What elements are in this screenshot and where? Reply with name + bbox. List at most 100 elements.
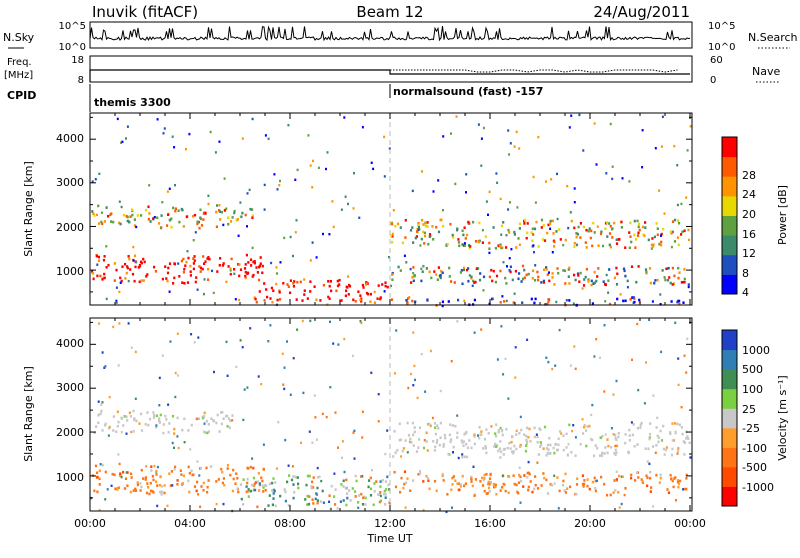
power-cell <box>469 245 472 248</box>
velocity-cell <box>316 499 319 502</box>
power-cell <box>615 238 618 241</box>
velocity-cell <box>478 436 481 440</box>
power-cell <box>568 282 571 285</box>
velocity-cell <box>449 423 452 426</box>
velocity-cell <box>207 479 210 482</box>
power-cell <box>505 246 508 249</box>
velocity-cell <box>311 441 314 444</box>
velocity-cell <box>652 505 655 508</box>
velocity-cell <box>258 483 261 487</box>
velocity-cell <box>193 341 196 344</box>
power-cell <box>478 278 482 282</box>
velocity-cell <box>527 460 530 464</box>
power-cell <box>549 222 552 225</box>
power-cell <box>659 303 662 306</box>
velocity-cell <box>606 451 609 455</box>
power-cell <box>421 218 424 222</box>
velocity-cell <box>308 474 311 478</box>
power-cell <box>131 272 135 276</box>
velocity-cell <box>654 451 657 454</box>
velocity-cell <box>686 337 689 341</box>
power-cell <box>159 226 163 230</box>
power-cell <box>353 172 355 175</box>
power-cell <box>423 231 426 235</box>
velocity-cell <box>687 437 690 440</box>
power-cell <box>508 153 511 156</box>
velocity-cell <box>648 318 651 321</box>
velocity-cell <box>98 509 101 512</box>
power-cell <box>426 225 429 228</box>
power-cell <box>665 267 668 271</box>
power-cell <box>588 227 591 230</box>
power-cell <box>115 299 118 303</box>
velocity-cell <box>253 482 256 486</box>
power-cell <box>669 230 672 234</box>
velocity-cell <box>615 438 618 442</box>
velocity-cell <box>432 440 435 443</box>
power-cell <box>478 221 481 225</box>
velocity-cbar-label: Velocity [m s⁻¹] <box>776 375 789 460</box>
power-cell <box>299 280 302 284</box>
velocity-cell <box>564 491 567 494</box>
velocity-cell <box>164 414 167 418</box>
power-cell <box>664 278 667 282</box>
power-cell <box>358 216 361 219</box>
velocity-cell <box>526 471 529 475</box>
velocity-cell <box>297 486 300 490</box>
velocity-cell <box>569 364 572 367</box>
power-cell <box>289 279 292 282</box>
power-cell <box>579 236 582 239</box>
power-cell <box>480 137 483 140</box>
power-cell <box>219 218 222 221</box>
velocity-cell <box>394 485 398 489</box>
xtick-0800: 08:00 <box>274 517 306 530</box>
velocity-cell <box>675 499 677 502</box>
velocity-cell <box>134 489 138 492</box>
velocity-cbar-swatch-4 <box>722 408 737 429</box>
velocity-cell <box>221 470 224 474</box>
power-cell <box>136 214 139 217</box>
velocity-cell <box>256 505 259 509</box>
velocity-cbar-swatch-6 <box>722 369 737 390</box>
power-cell <box>191 215 195 218</box>
power-cell <box>491 297 494 301</box>
power-cell <box>653 235 656 239</box>
velocity-cell <box>604 433 607 436</box>
velocity-cell <box>247 490 250 493</box>
velocity-cell <box>231 489 234 493</box>
power-cell <box>608 243 611 247</box>
velocity-cell <box>196 480 199 484</box>
velocity-cell <box>456 482 459 485</box>
velocity-cell <box>483 489 486 493</box>
velocity-cell <box>140 468 143 472</box>
power-cell <box>102 258 106 262</box>
velocity-cell <box>286 340 288 343</box>
velocity-cell <box>545 478 548 482</box>
velocity-cell <box>519 445 522 448</box>
velocity-cell <box>413 430 416 434</box>
power-cell <box>562 269 565 272</box>
power-cell <box>660 232 663 236</box>
velocity-cell <box>528 472 531 476</box>
velocity-cell <box>536 435 539 439</box>
power-cell <box>193 213 197 217</box>
power-cell <box>92 277 95 281</box>
power-cell <box>687 283 690 286</box>
power-cell <box>555 230 558 233</box>
power-cell <box>446 243 449 246</box>
velocity-cell <box>95 476 99 479</box>
velocity-cell <box>283 387 286 391</box>
power-cell <box>521 264 525 268</box>
power-cell <box>515 130 518 134</box>
power-cell <box>546 273 549 276</box>
power-cell <box>641 225 645 229</box>
velocity-cell <box>339 500 342 503</box>
velocity-cell <box>257 375 260 378</box>
velocity-cell <box>669 473 672 477</box>
velocity-cell <box>437 427 440 430</box>
velocity-cell <box>529 480 532 483</box>
power-cell <box>631 296 634 299</box>
velocity-cell <box>286 480 289 484</box>
velocity-cell <box>321 412 324 416</box>
power-cell <box>500 246 503 250</box>
